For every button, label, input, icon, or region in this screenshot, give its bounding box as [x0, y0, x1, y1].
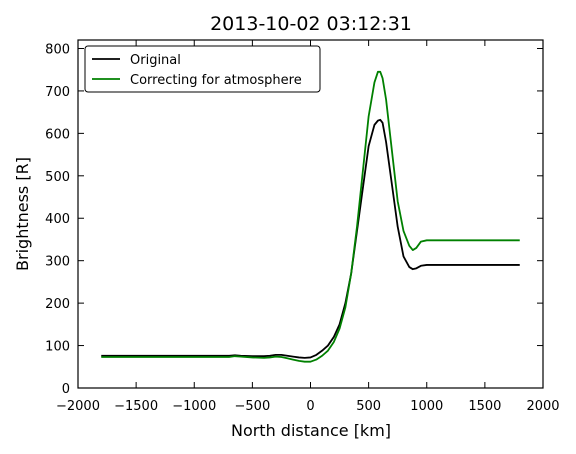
x-tick-label: 1000: [410, 399, 443, 414]
y-tick-label: 100: [45, 340, 70, 355]
series-line-1: [101, 70, 520, 363]
y-tick-label: 400: [45, 212, 70, 227]
x-tick-label: 1500: [468, 399, 501, 414]
chart-title: 2013-10-02 03:12:31: [210, 13, 412, 35]
y-tick-label: 600: [45, 127, 70, 142]
y-tick-label: 200: [45, 297, 70, 312]
legend: Original Correcting for atmosphere: [84, 45, 321, 93]
x-tick-label: −1500: [114, 399, 158, 414]
x-axis-label: North distance [km]: [231, 421, 391, 440]
y-tick-label: 300: [45, 255, 70, 270]
x-tick-label: 500: [356, 399, 381, 414]
x-tick-label: −2000: [56, 399, 100, 414]
x-tick-label: −1000: [172, 399, 216, 414]
legend-label-original: Original: [130, 53, 181, 68]
legend-label-corrected: Correcting for atmosphere: [130, 73, 302, 88]
series-line-0: [101, 118, 520, 359]
x-tick-label: 2000: [526, 399, 559, 414]
plot-layer: [101, 70, 520, 363]
x-tick-label: 0: [306, 399, 314, 414]
x-tick-label: −500: [235, 399, 271, 414]
axis-ticks: −2000 −1500 −1000 −500 0 500 1000 1500 2000 0 100 2…: [45, 40, 560, 414]
y-tick-label: 0: [62, 382, 70, 397]
y-axis-label: Brightness [R]: [13, 157, 32, 271]
legend-box: [84, 45, 321, 93]
y-tick-label: 700: [45, 85, 70, 100]
y-tick-label: 500: [45, 170, 70, 185]
y-tick-label: 800: [45, 42, 70, 57]
